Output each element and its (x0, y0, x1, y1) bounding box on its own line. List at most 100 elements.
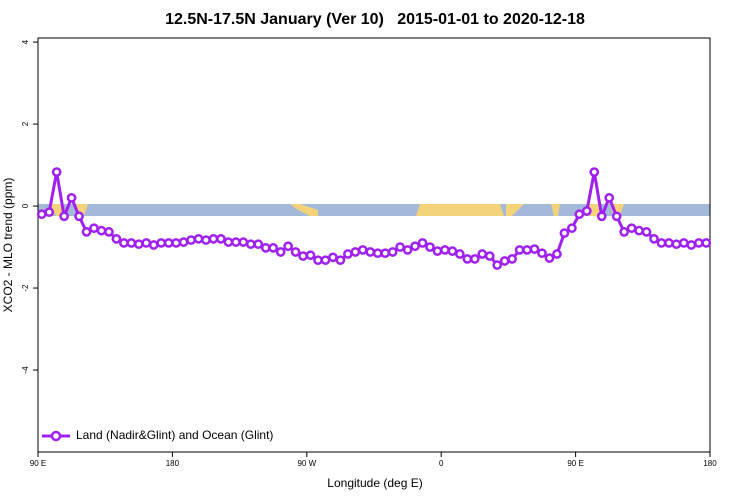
data-point (365, 247, 376, 257)
data-point (679, 238, 689, 248)
x-axis-label: Longitude (deg E) (327, 476, 422, 490)
data-point (484, 251, 495, 261)
x-tick-label: 90 E (30, 459, 46, 468)
data-point (626, 223, 637, 234)
data-point (104, 227, 114, 237)
data-point (290, 247, 301, 257)
data-point (469, 254, 480, 264)
data-point (320, 255, 331, 266)
data-point (559, 228, 570, 238)
land-ocean-background (38, 204, 710, 216)
data-point (567, 223, 577, 234)
data-point (89, 223, 99, 234)
x-tick-label: 90 W (297, 459, 316, 468)
data-point (119, 238, 129, 248)
data-point (417, 238, 428, 248)
data-point (395, 242, 405, 252)
data-point (492, 260, 503, 270)
data-point (201, 235, 211, 245)
land-patch (290, 204, 318, 216)
data-point (133, 239, 144, 250)
data-point (260, 243, 271, 253)
data-point (589, 167, 600, 177)
data-point (148, 240, 159, 250)
data-point (544, 253, 555, 263)
data-point (74, 211, 84, 222)
y-axis-label: XCO2 - MLO trend (ppm) (1, 178, 15, 313)
data-point (96, 225, 107, 236)
x-tick-label: 180 (703, 459, 717, 468)
data-point (477, 249, 488, 259)
data-point (178, 237, 189, 247)
data-point (447, 246, 458, 256)
data-point (619, 227, 629, 237)
legend: Land (Nadir&Glint) and Ocean (Glint) (42, 428, 273, 442)
y-tick-label: -2 (21, 284, 30, 292)
data-point (186, 235, 196, 245)
data-point (335, 255, 346, 266)
data-point (298, 251, 308, 261)
data-point (701, 238, 712, 248)
land-patch (506, 204, 524, 216)
data-point (552, 249, 562, 259)
data-point (641, 227, 652, 237)
data-point (402, 245, 413, 255)
data-point (380, 248, 391, 259)
legend-marker (50, 430, 62, 442)
y-tick-label: 0 (21, 203, 30, 208)
data-point (275, 247, 286, 257)
data-point (313, 255, 323, 266)
data-point (686, 240, 697, 250)
data-point (604, 193, 615, 203)
data-point (611, 211, 622, 222)
data-point (664, 238, 674, 248)
legend-label: Land (Nadir&Glint) and Ocean (Glint) (76, 428, 273, 442)
y-tick-label: -4 (21, 366, 30, 374)
data-point (238, 237, 249, 247)
data-point (596, 211, 607, 222)
data-point (328, 252, 338, 263)
data-point (163, 238, 174, 248)
data-point (44, 207, 55, 218)
ocean-band (38, 204, 710, 216)
data-point (141, 238, 152, 248)
data-point (343, 249, 353, 259)
data-point (462, 254, 473, 264)
data-point (387, 247, 398, 257)
data-point (208, 234, 219, 244)
data-point (305, 250, 316, 261)
data-point (253, 239, 264, 250)
data-point (171, 238, 181, 248)
data-point (507, 254, 517, 264)
data-point (537, 248, 547, 259)
data-point (193, 234, 204, 244)
data-point (671, 239, 682, 250)
x-tick-label: 0 (439, 459, 444, 468)
data-point (634, 225, 644, 236)
data-point (410, 241, 420, 252)
data-point (245, 239, 256, 250)
data-point (649, 234, 659, 244)
data-point (529, 244, 540, 254)
y-tick-label: 2 (21, 121, 30, 126)
data-point (283, 241, 293, 252)
data-point (455, 249, 465, 259)
data-point (693, 238, 704, 248)
data-point (51, 167, 62, 177)
data-point (66, 193, 77, 203)
data-point (126, 238, 137, 248)
x-tick-label: 180 (166, 459, 180, 468)
data-point (425, 242, 435, 252)
x-tick-label: 90 E (567, 459, 583, 468)
land-patch (416, 204, 504, 216)
data-point (522, 245, 532, 255)
data-point (268, 243, 279, 253)
data-point (656, 238, 667, 248)
data-point (432, 246, 443, 256)
data-point (59, 211, 69, 222)
data-point (574, 209, 585, 220)
data-point (499, 256, 510, 266)
data-point (231, 237, 241, 247)
land-patch (551, 204, 560, 216)
